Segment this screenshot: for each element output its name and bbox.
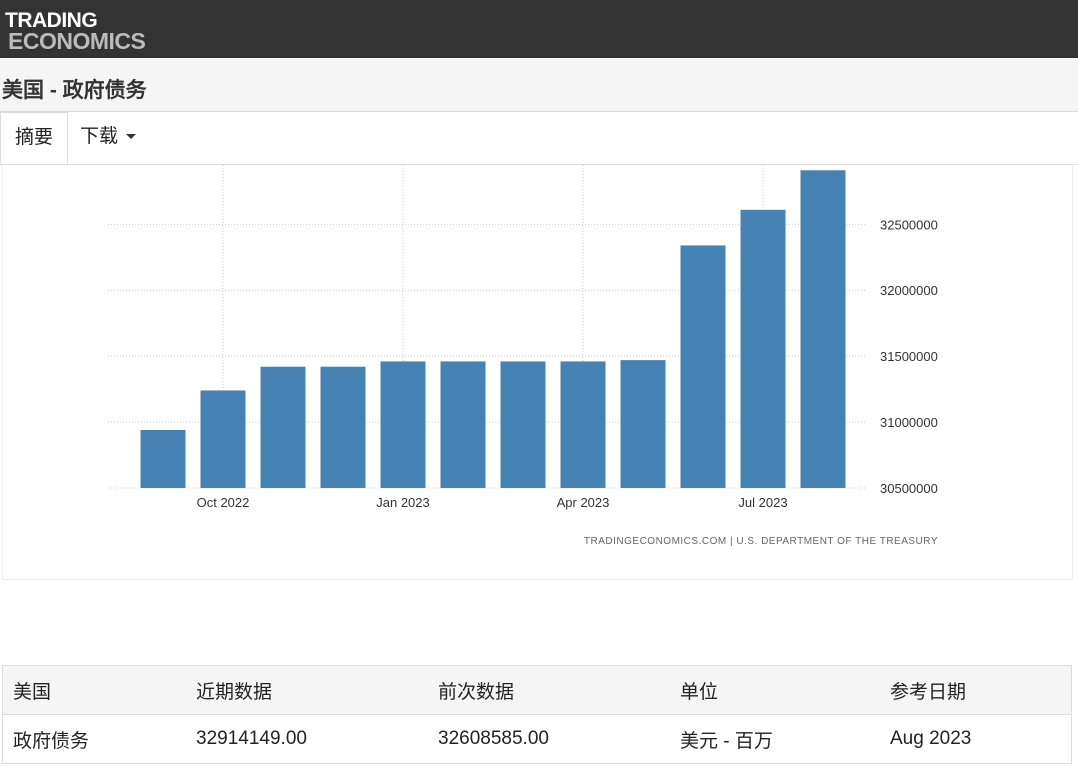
header-cell: 参考日期 — [880, 665, 1072, 715]
x-tick-label: Jan 2023 — [376, 495, 430, 510]
source: TRADINGECONOMICS.COM | U.S. DEPARTMENT O… — [584, 536, 938, 547]
cell: Aug 2023 — [880, 714, 1072, 764]
bar — [140, 429, 186, 488]
tab[interactable]: 下载 — [66, 112, 150, 164]
chart: 30500000 31000000 31500000 32000000 32500000… — [108, 165, 938, 547]
header-cell: 美国 — [2, 665, 186, 715]
bar — [740, 209, 786, 488]
x-tick-label: Jul 2023 — [738, 495, 787, 510]
header-cell: 前次数据 — [428, 665, 670, 715]
y-tick-label: 32500000 — [880, 217, 938, 232]
header-cell: 近期数据 — [186, 665, 428, 715]
caret — [126, 134, 137, 140]
y-tick-label: 31500000 — [880, 349, 938, 364]
data-table: 美国 近期数据 前次数据 单位 参考日期 政府债务 32914149.00 32… — [2, 665, 1072, 764]
header-cell: 单位 — [670, 665, 880, 715]
bar — [560, 361, 606, 488]
table-row: 政府债务 32914149.00 32608585.00 美元 - 百万 Aug… — [2, 714, 1072, 764]
x-tick-label: Apr 2023 — [557, 495, 610, 510]
tab[interactable]: 摘要 — [0, 112, 69, 164]
y-tick-label: 32000000 — [880, 283, 938, 298]
bar — [800, 170, 846, 488]
bar — [380, 361, 426, 488]
logo[interactable]: TRADING — [5, 9, 98, 32]
bar — [500, 361, 546, 488]
tab-label[interactable]: 下载 — [80, 126, 119, 147]
cell: 32608585.00 — [428, 714, 670, 764]
page-title: 美国 - 政府债务 — [2, 79, 147, 102]
bar — [440, 361, 486, 488]
table-header: 美国 近期数据 前次数据 单位 参考日期 — [2, 665, 1072, 715]
bar — [620, 360, 666, 488]
y-tick-label: 30500000 — [880, 481, 938, 496]
chart-box: 30500000 31000000 31500000 32000000 32500000… — [2, 165, 1073, 580]
bar — [260, 366, 306, 488]
top-bar: TRADING ECONOMICS — [0, 0, 1078, 58]
cell: 政府债务 — [2, 714, 186, 764]
cell: 32914149.00 — [186, 714, 428, 764]
bar — [200, 390, 246, 488]
x-tick-label: Oct 2022 — [197, 495, 250, 510]
cell: 美元 - 百万 — [670, 714, 880, 764]
bar — [680, 245, 726, 488]
bar — [320, 366, 366, 488]
title-bar: 美国 - 政府债务 — [0, 58, 1078, 112]
y-tick-label: 31000000 — [880, 415, 938, 430]
logo[interactable]: ECONOMICS — [8, 28, 146, 54]
tabs: 摘要 下载 — [0, 112, 1078, 165]
